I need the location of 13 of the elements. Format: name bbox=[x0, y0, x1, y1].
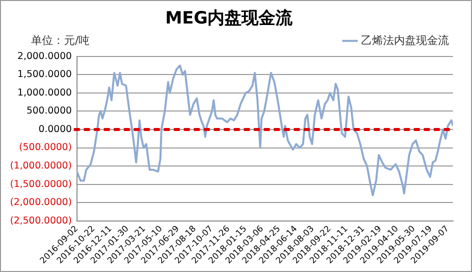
y-axis-title: 单位：元/吨 bbox=[31, 34, 90, 47]
y-tick-label: 500.0000 bbox=[26, 106, 72, 117]
legend-label: 乙烯法内盘现金流 bbox=[361, 34, 449, 47]
y-tick-label: (500.0000) bbox=[19, 142, 72, 154]
y-tick-label: 1,500.0000 bbox=[17, 69, 72, 80]
y-tick-label: (2,500.0000) bbox=[10, 215, 72, 226]
y-tick-label: 0.0000 bbox=[38, 124, 72, 135]
y-tick-label: (1,500.0000) bbox=[10, 178, 72, 190]
y-tick-label: (2,000.0000) bbox=[10, 197, 72, 208]
y-tick-label: (1,000.0000) bbox=[10, 160, 72, 172]
chart-title: MEG内盘现金流 bbox=[165, 8, 294, 29]
y-tick-label: 2,000.0000 bbox=[17, 50, 72, 62]
y-tick-label: 1,000.0000 bbox=[17, 87, 72, 98]
